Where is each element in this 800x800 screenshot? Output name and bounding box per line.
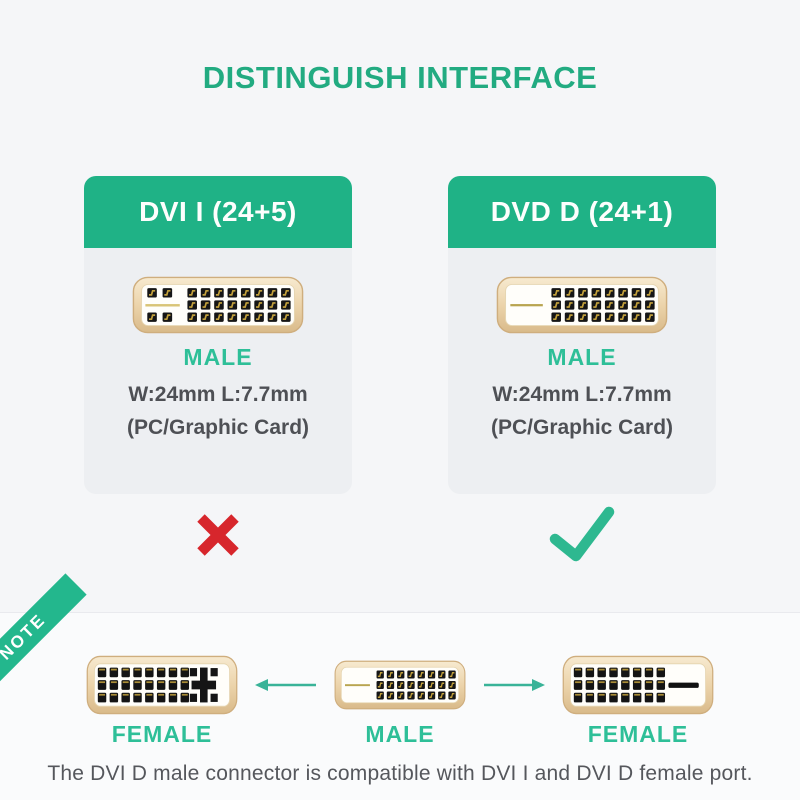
dimensions-text: W:24mm L:7.7mm [128, 383, 308, 406]
card-dvi-d-body: MALE W:24mm L:7.7mm (PC/Graphic Card) [448, 248, 716, 494]
card-dvi-i: DVI I (24+5) MALE W:24mm L:7.7mm (PC/Gra… [84, 176, 352, 494]
card-dvi-d: DVD D (24+1) MALE W:24mm L:7.7mm (PC/Gra… [448, 176, 716, 494]
connector-label: FEMALE [111, 721, 213, 747]
dvi-d-female-figure: FEMALE [562, 655, 714, 748]
note-section: NOTE FEMALE MALE FEMALE [0, 573, 800, 800]
usage-text: (PC/Graphic Card) [490, 416, 674, 439]
gender-label: MALE [547, 344, 617, 370]
page-title: DISTINGUISH INTERFACE [202, 60, 598, 95]
dvi-d-male-figure: MALE [334, 655, 466, 748]
dvi-d-male-connector [496, 276, 668, 334]
card-dvi-i-body: MALE W:24mm L:7.7mm (PC/Graphic Card) [84, 248, 352, 494]
card-dvi-i-header: DVI I (24+5) [84, 176, 352, 248]
comparison-cards: DVI I (24+5) MALE W:24mm L:7.7mm (PC/Gra… [0, 176, 800, 494]
compatibility-diagram: FEMALE MALE FEMALE [0, 613, 800, 748]
connector-label: FEMALE [587, 721, 689, 747]
dvi-d-male-connector [334, 660, 466, 710]
verdict-mark-dvi-i [84, 494, 352, 576]
verdict-mark-dvi-d [448, 494, 716, 576]
usage-text: (PC/Graphic Card) [126, 416, 310, 439]
compatible-check-icon [549, 506, 615, 562]
connector-label: MALE [365, 721, 435, 747]
arrow-right-icon [484, 679, 545, 691]
incompatible-x-icon [197, 514, 239, 556]
dimensions-text: W:24mm L:7.7mm [492, 383, 672, 406]
card-dvi-d-header: DVD D (24+1) [448, 176, 716, 248]
arrow-left-icon [255, 679, 316, 691]
verdict-marks [0, 494, 800, 576]
dvi-i-male-connector [132, 276, 304, 334]
dvi-i-female-connector [86, 655, 238, 715]
dvi-i-female-figure: FEMALE [86, 655, 238, 748]
gender-label: MALE [183, 344, 253, 370]
dvi-d-female-connector [562, 655, 714, 715]
note-caption: The DVI D male connector is compatible w… [47, 762, 753, 785]
